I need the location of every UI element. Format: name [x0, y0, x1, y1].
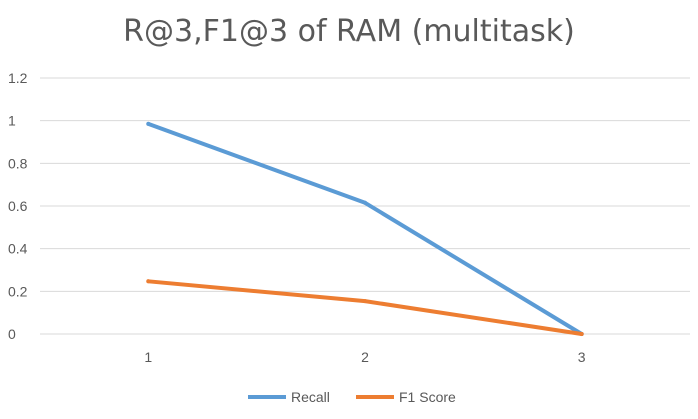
y-tick-label: 0.2	[8, 283, 28, 299]
y-tick-label: 0.8	[8, 155, 28, 171]
y-axis-ticks: 0 0.2 0.4 0.6 0.8 1 1.2	[8, 70, 28, 342]
x-axis-ticks: 1 2 3	[144, 349, 585, 365]
gridlines	[40, 77, 690, 335]
y-tick-label: 0.4	[8, 241, 28, 257]
data-point-f1-score	[579, 332, 584, 336]
legend: Recall F1 Score	[248, 389, 456, 405]
y-tick-label: 1	[8, 113, 16, 129]
x-tick-label: 3	[578, 349, 586, 365]
legend-label: F1 Score	[399, 389, 456, 405]
data-point-recall	[146, 121, 151, 126]
x-tick-label: 2	[361, 349, 369, 365]
legend-label: Recall	[291, 389, 330, 405]
data-point-recall	[363, 200, 367, 205]
y-tick-label: 1.2	[8, 70, 28, 86]
data-point-f1-score	[146, 279, 151, 284]
y-tick-label: 0	[8, 326, 16, 342]
series-line-f1-score	[146, 279, 584, 336]
data-point-f1-score	[363, 299, 367, 304]
x-tick-label: 1	[144, 349, 152, 365]
y-tick-label: 0.6	[8, 198, 28, 214]
series-lines	[146, 121, 584, 336]
chart-title: R@3,F1@3 of RAM (multitask)	[123, 14, 575, 49]
